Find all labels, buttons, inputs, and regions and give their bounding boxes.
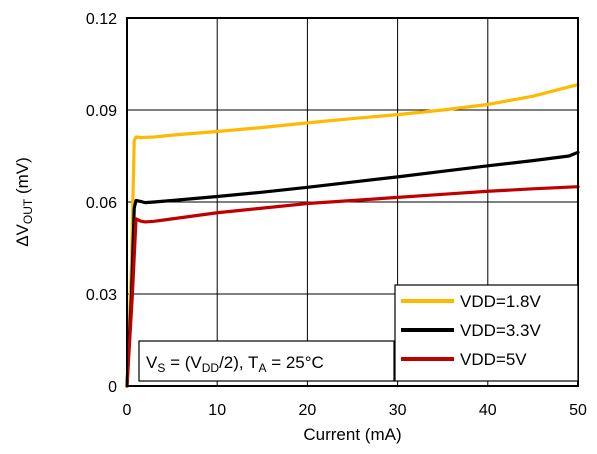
y-axis-title: ΔVOUT (mV) <box>13 157 35 247</box>
x-tick-label-4: 40 <box>479 402 497 419</box>
conditions-annotation-part-0: V <box>146 353 158 372</box>
conditions-annotation-part-5: A <box>258 361 266 375</box>
legend: VDD=1.8V VDD=3.3V VDD=5V <box>394 284 579 382</box>
plot-frame <box>126 17 579 387</box>
x-tick-label-3: 30 <box>389 402 407 419</box>
x-tick-label-1: 10 <box>208 402 226 419</box>
series-line-1 <box>125 150 580 388</box>
conditions-annotation-box <box>138 340 395 382</box>
legend-label-2: VDD=5V <box>460 350 527 369</box>
y-tick-label-2: 0.06 <box>86 195 117 212</box>
y-axis-title-suffix: (mV) <box>13 157 32 199</box>
x-tick-label-0: 0 <box>123 402 132 419</box>
y-tick-labels: 0 0.03 0.06 0.09 0.12 <box>86 11 117 396</box>
series-lines <box>125 82 580 388</box>
conditions-annotation-part-3: DD <box>202 361 220 375</box>
y-tick-label-3: 0.09 <box>86 103 117 120</box>
y-tick-label-1: 0.03 <box>86 287 117 304</box>
x-tick-labels: 0 10 20 30 40 50 <box>123 402 587 419</box>
conditions-annotation: VS = (VDD/2), TA = 25°C <box>138 340 395 382</box>
x-tick-label-5: 50 <box>569 402 587 419</box>
conditions-annotation-part-6: = 25°C <box>266 353 323 372</box>
y-axis-title-subscript: OUT <box>21 198 35 224</box>
y-axis-title-prefix: ΔV <box>13 223 32 246</box>
x-tick-label-2: 20 <box>299 402 317 419</box>
conditions-annotation-part-4: /2), T <box>219 353 258 372</box>
conditions-annotation-part-1: S <box>157 361 165 375</box>
conditions-annotation-part-2: = (V <box>165 353 202 372</box>
legend-label-1: VDD=3.3V <box>460 321 541 340</box>
series-line-2 <box>125 185 580 388</box>
y-tick-label-0: 0 <box>108 379 117 396</box>
conditions-annotation-text: VS = (VDD/2), TA = 25°C <box>146 353 324 375</box>
legend-label-0: VDD=1.8V <box>460 292 541 311</box>
y-tick-label-4: 0.12 <box>86 11 117 28</box>
x-axis-title: Current (mA) <box>303 425 401 444</box>
series-line-0 <box>125 82 580 388</box>
legend-items: VDD=1.8V VDD=3.3V VDD=5V <box>401 292 541 369</box>
